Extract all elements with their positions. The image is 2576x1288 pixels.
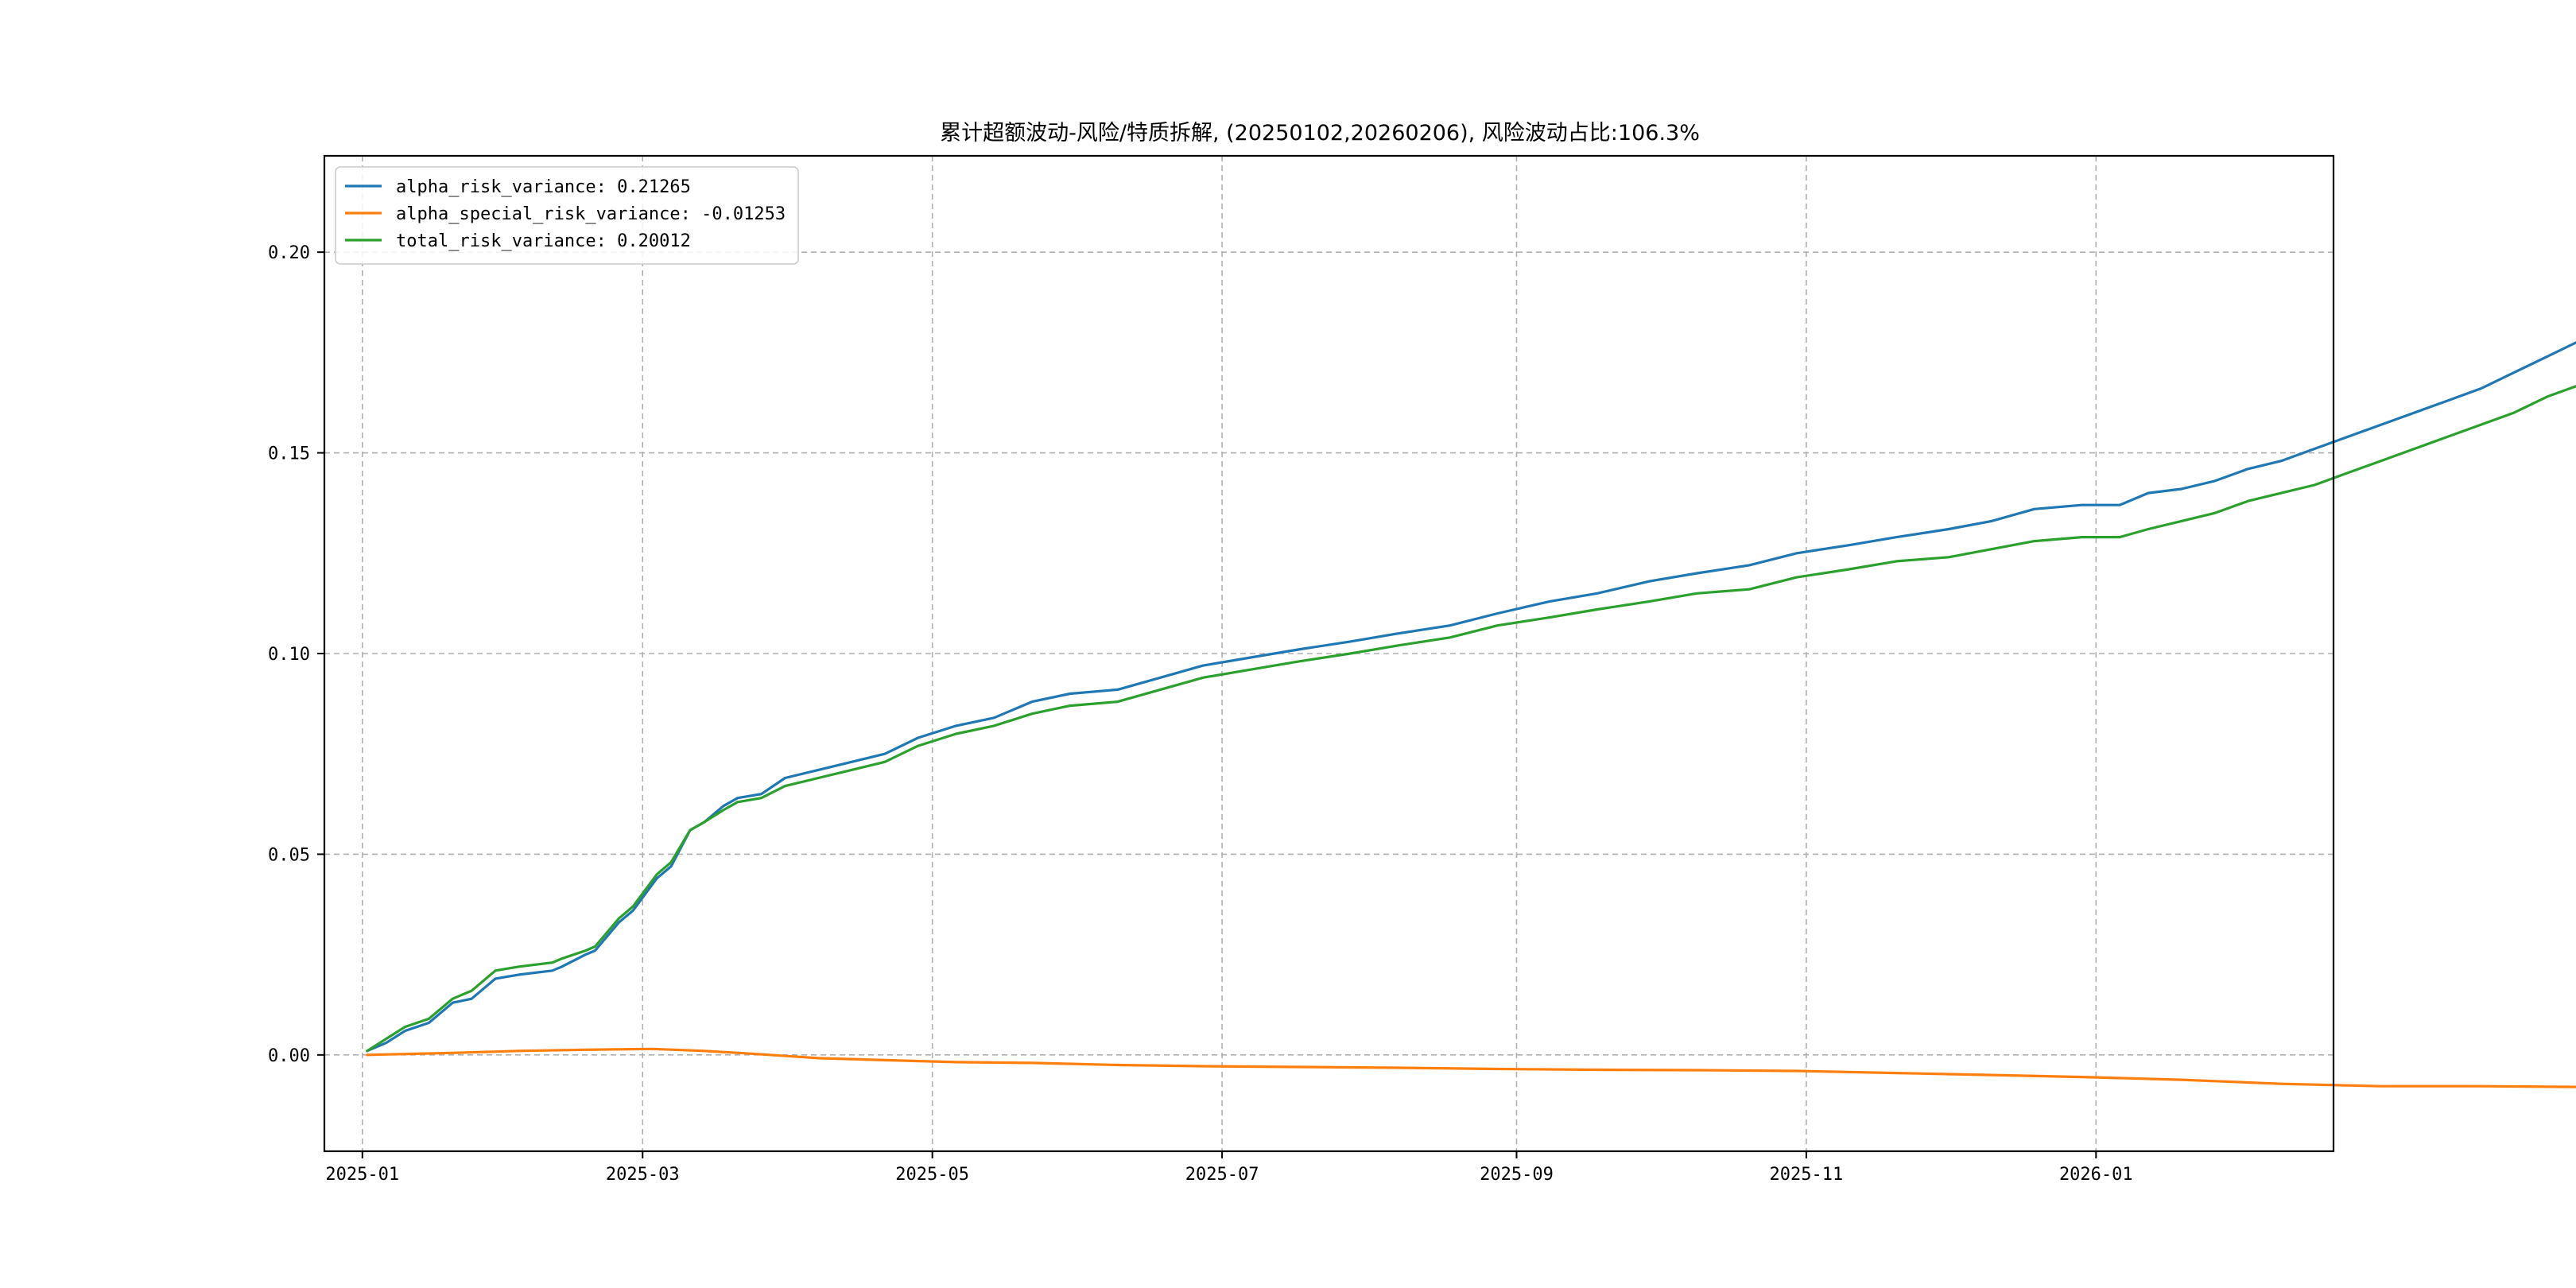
x-tick-label: 2025-11 <box>1770 1165 1844 1185</box>
legend-box <box>335 166 799 265</box>
x-tick-label: 2025-05 <box>895 1165 969 1185</box>
legend-label: alpha_risk_variance: 0.21265 <box>396 177 691 197</box>
y-tick-label: 0.15 <box>268 444 310 464</box>
y-tick-label: 0.10 <box>268 645 310 665</box>
series-lines <box>366 341 2576 1088</box>
legend-label: alpha_special_risk_variance: -0.01253 <box>396 204 786 224</box>
x-tick-label: 2026-01 <box>2059 1165 2133 1185</box>
x-tick-label: 2025-07 <box>1185 1165 1259 1185</box>
legend-label: total_risk_variance: 0.20012 <box>396 231 691 251</box>
y-axis: 0.00 0.05 0.10 0.15 0.20 <box>268 243 324 1066</box>
x-tick-label: 2025-09 <box>1480 1165 1554 1185</box>
series-line-alpha-special-risk-variance <box>366 1047 2576 1088</box>
chart-title: 累计超额波动-风险/特质拆解, (20250102,20260206), 风险波… <box>940 121 1700 145</box>
legend: alpha_risk_variance: 0.21265 alpha_specia… <box>335 166 799 265</box>
y-tick-label: 0.20 <box>268 243 310 263</box>
y-tick-label: 0.00 <box>268 1046 310 1066</box>
series-line-total-risk-variance <box>366 385 2576 1053</box>
series-line-alpha-risk-variance <box>366 341 2576 1053</box>
y-tick-label: 0.05 <box>268 845 310 865</box>
x-tick-label: 2025-03 <box>606 1165 680 1185</box>
grid-lines <box>324 156 2334 1151</box>
x-tick-label: 2025-01 <box>325 1165 399 1185</box>
x-axis: 2025-01 2025-03 2025-05 2025-07 2025-09 2025-… <box>325 1151 2133 1185</box>
